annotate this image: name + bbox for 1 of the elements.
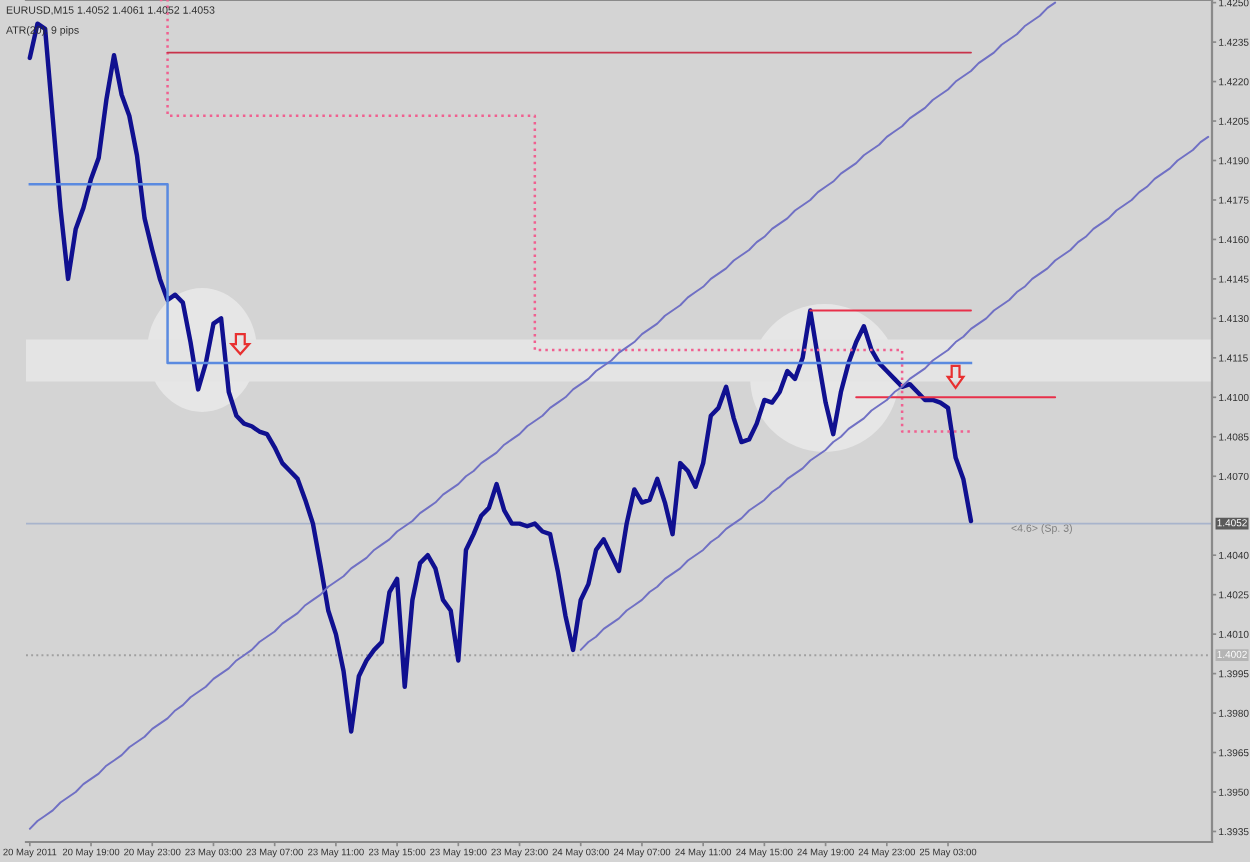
- line-series: [579, 135, 1210, 651]
